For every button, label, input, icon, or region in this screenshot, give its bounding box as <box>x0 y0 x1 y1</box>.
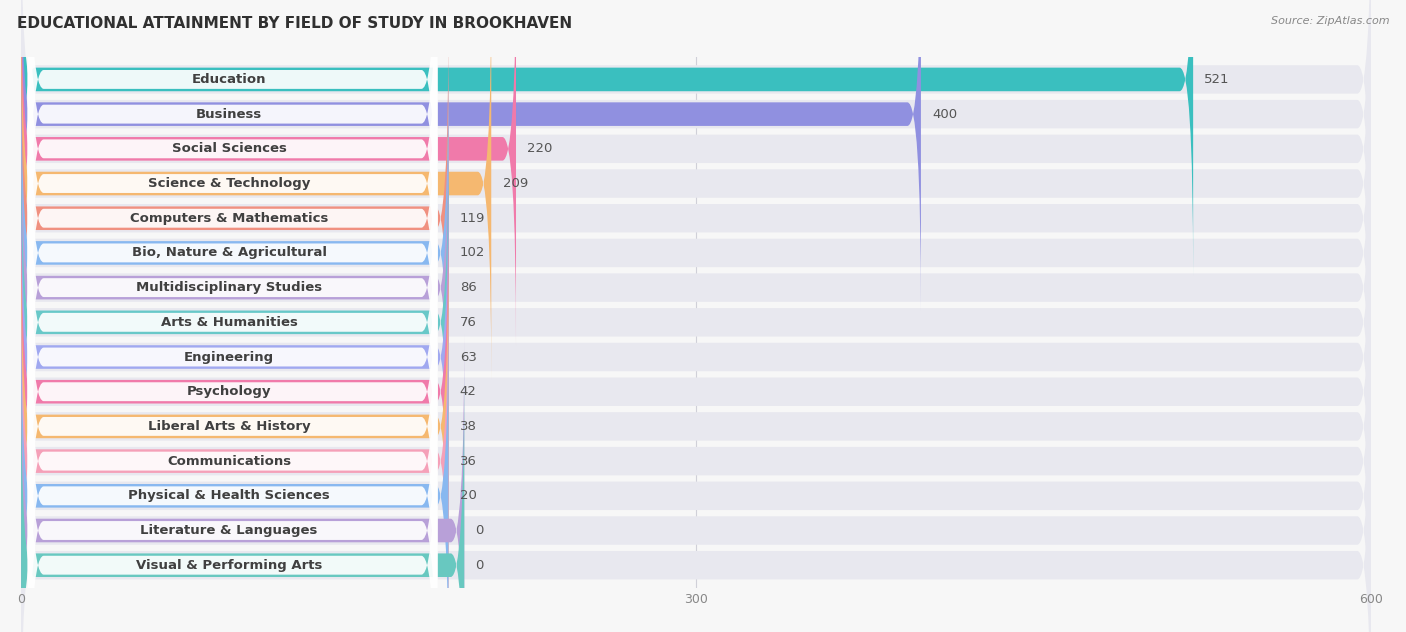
FancyBboxPatch shape <box>28 332 437 632</box>
FancyBboxPatch shape <box>21 198 1371 586</box>
Text: Business: Business <box>195 107 263 121</box>
Text: 209: 209 <box>502 177 527 190</box>
FancyBboxPatch shape <box>28 124 437 590</box>
FancyBboxPatch shape <box>21 0 1371 274</box>
FancyBboxPatch shape <box>21 267 1371 632</box>
Text: Arts & Humanities: Arts & Humanities <box>160 316 298 329</box>
FancyBboxPatch shape <box>21 22 449 415</box>
Text: 86: 86 <box>460 281 477 294</box>
Text: Education: Education <box>193 73 266 86</box>
Text: 119: 119 <box>460 212 485 225</box>
Text: Communications: Communications <box>167 454 291 468</box>
Text: 400: 400 <box>932 107 957 121</box>
Text: EDUCATIONAL ATTAINMENT BY FIELD OF STUDY IN BROOKHAVEN: EDUCATIONAL ATTAINMENT BY FIELD OF STUDY… <box>17 16 572 31</box>
Text: Engineering: Engineering <box>184 351 274 363</box>
Text: Multidisciplinary Studies: Multidisciplinary Studies <box>136 281 322 294</box>
Text: 42: 42 <box>460 386 477 398</box>
FancyBboxPatch shape <box>28 0 437 313</box>
Text: Liberal Arts & History: Liberal Arts & History <box>148 420 311 433</box>
FancyBboxPatch shape <box>21 24 1371 412</box>
FancyBboxPatch shape <box>21 337 1371 632</box>
Text: Source: ZipAtlas.com: Source: ZipAtlas.com <box>1271 16 1389 26</box>
Text: Bio, Nature & Agricultural: Bio, Nature & Agricultural <box>132 246 326 259</box>
FancyBboxPatch shape <box>21 0 1371 377</box>
Text: Computers & Mathematics: Computers & Mathematics <box>129 212 329 225</box>
Text: Science & Technology: Science & Technology <box>148 177 311 190</box>
FancyBboxPatch shape <box>21 369 464 632</box>
Text: Literature & Languages: Literature & Languages <box>141 524 318 537</box>
FancyBboxPatch shape <box>28 0 437 348</box>
FancyBboxPatch shape <box>21 0 1371 343</box>
Text: 220: 220 <box>527 142 553 155</box>
Text: Visual & Performing Arts: Visual & Performing Arts <box>136 559 322 572</box>
FancyBboxPatch shape <box>21 0 1194 276</box>
FancyBboxPatch shape <box>21 0 921 310</box>
FancyBboxPatch shape <box>21 91 449 484</box>
FancyBboxPatch shape <box>21 0 1371 308</box>
Text: 0: 0 <box>475 559 484 572</box>
FancyBboxPatch shape <box>28 158 437 625</box>
FancyBboxPatch shape <box>21 230 449 623</box>
FancyBboxPatch shape <box>28 0 437 382</box>
FancyBboxPatch shape <box>21 265 449 632</box>
FancyBboxPatch shape <box>21 300 449 632</box>
Text: 20: 20 <box>460 489 477 502</box>
FancyBboxPatch shape <box>28 297 437 632</box>
FancyBboxPatch shape <box>28 262 437 632</box>
FancyBboxPatch shape <box>21 195 449 588</box>
FancyBboxPatch shape <box>21 233 1371 621</box>
FancyBboxPatch shape <box>21 161 449 554</box>
Text: 102: 102 <box>460 246 485 259</box>
Text: Psychology: Psychology <box>187 386 271 398</box>
FancyBboxPatch shape <box>28 228 437 632</box>
FancyBboxPatch shape <box>28 0 437 452</box>
FancyBboxPatch shape <box>21 94 1371 482</box>
FancyBboxPatch shape <box>21 128 1371 516</box>
Text: Social Sciences: Social Sciences <box>172 142 287 155</box>
FancyBboxPatch shape <box>28 0 437 417</box>
Text: 0: 0 <box>475 524 484 537</box>
FancyBboxPatch shape <box>28 20 437 487</box>
Text: Physical & Health Sciences: Physical & Health Sciences <box>128 489 330 502</box>
Text: 63: 63 <box>460 351 477 363</box>
FancyBboxPatch shape <box>28 54 437 521</box>
FancyBboxPatch shape <box>21 56 449 449</box>
FancyBboxPatch shape <box>21 302 1371 632</box>
FancyBboxPatch shape <box>21 59 1371 447</box>
FancyBboxPatch shape <box>21 371 1371 632</box>
Text: 36: 36 <box>460 454 477 468</box>
Text: 76: 76 <box>460 316 477 329</box>
Text: 521: 521 <box>1205 73 1230 86</box>
FancyBboxPatch shape <box>21 334 464 632</box>
Text: 38: 38 <box>460 420 477 433</box>
FancyBboxPatch shape <box>28 89 437 556</box>
FancyBboxPatch shape <box>21 163 1371 551</box>
FancyBboxPatch shape <box>21 126 449 519</box>
FancyBboxPatch shape <box>21 0 516 345</box>
FancyBboxPatch shape <box>21 0 491 380</box>
FancyBboxPatch shape <box>28 193 437 632</box>
